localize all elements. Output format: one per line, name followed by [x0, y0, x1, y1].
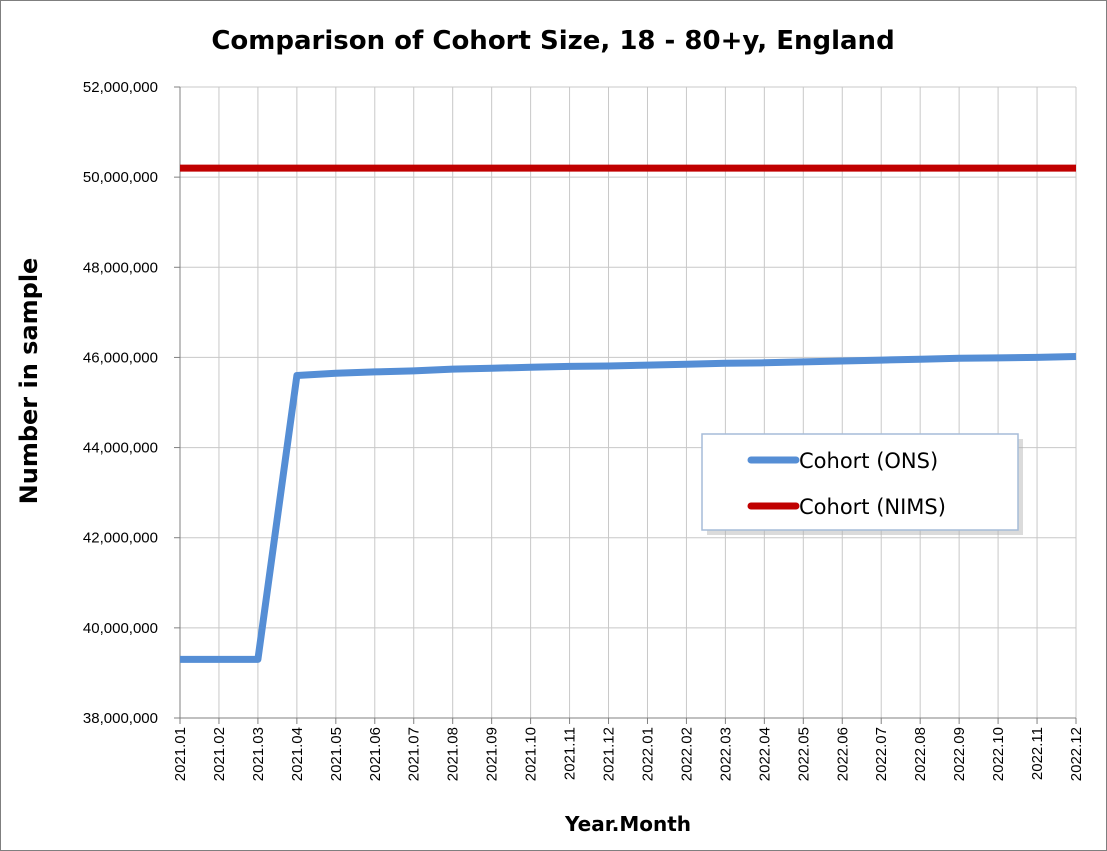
y-tick-label: 48,000,000 [83, 259, 158, 276]
axis-layer: 38,000,000 40,000,000 42,000,000 44,000,000… [83, 79, 1085, 781]
x-tick-label: 2021.07 [406, 727, 423, 781]
x-tick-label: 2022.09 [951, 727, 968, 781]
x-tick-label: 2022.06 [834, 727, 851, 781]
x-tick-label: 2022.05 [795, 727, 812, 781]
x-tick-label: 2021.05 [328, 727, 345, 781]
x-tick-label: 2022.10 [990, 727, 1007, 781]
x-tick-label: 2022.08 [912, 727, 929, 781]
y-tick-label: 46,000,000 [83, 349, 158, 366]
y-tick-label: 40,000,000 [83, 620, 158, 637]
series-line-ons [180, 353, 1077, 663]
x-tick-label: 2021.10 [523, 727, 540, 781]
x-tick-label: 2022.04 [756, 727, 773, 781]
y-tick-label: 44,000,000 [83, 440, 158, 457]
legend-label-ons: Cohort (ONS) [799, 449, 938, 473]
x-tick-label: 2022.01 [639, 727, 656, 781]
x-tick-label: 2021.02 [211, 727, 228, 781]
x-tick-label: 2021.06 [367, 727, 384, 781]
legend: Cohort (ONS) Cohort (NIMS) [701, 433, 1023, 535]
y-tick-label: 52,000,000 [83, 79, 158, 96]
x-tick-label: 2022.12 [1068, 727, 1085, 781]
x-tick-label: 2021.12 [601, 727, 618, 781]
legend-label-nims: Cohort (NIMS) [799, 495, 946, 519]
x-tick-label: 2022.02 [678, 727, 695, 781]
y-tick-label: 42,000,000 [83, 530, 158, 547]
x-axis-title: Year.Month [564, 812, 691, 836]
y-tick-label: 50,000,000 [83, 169, 158, 186]
x-tick-label: 2022.11 [1029, 727, 1046, 780]
legend-box [701, 433, 1019, 531]
series-layer [180, 164, 1077, 663]
x-tick-label: 2021.09 [484, 727, 501, 781]
x-tick-label: 2021.11 [562, 727, 579, 780]
x-tick-label: 2021.03 [250, 727, 267, 781]
x-tick-label: 2022.03 [717, 727, 734, 781]
x-tick-label: 2021.08 [445, 727, 462, 781]
chart-title: Comparison of Cohort Size, 18 - 80+y, En… [211, 26, 894, 56]
y-axis-title: Number in sample [15, 258, 43, 505]
grid-layer [180, 86, 1077, 718]
x-tick-label: 2021.04 [289, 727, 306, 781]
x-tick-label: 2021.01 [172, 727, 189, 781]
x-tick-label: 2022.07 [873, 727, 890, 781]
y-tick-label: 38,000,000 [83, 710, 158, 727]
